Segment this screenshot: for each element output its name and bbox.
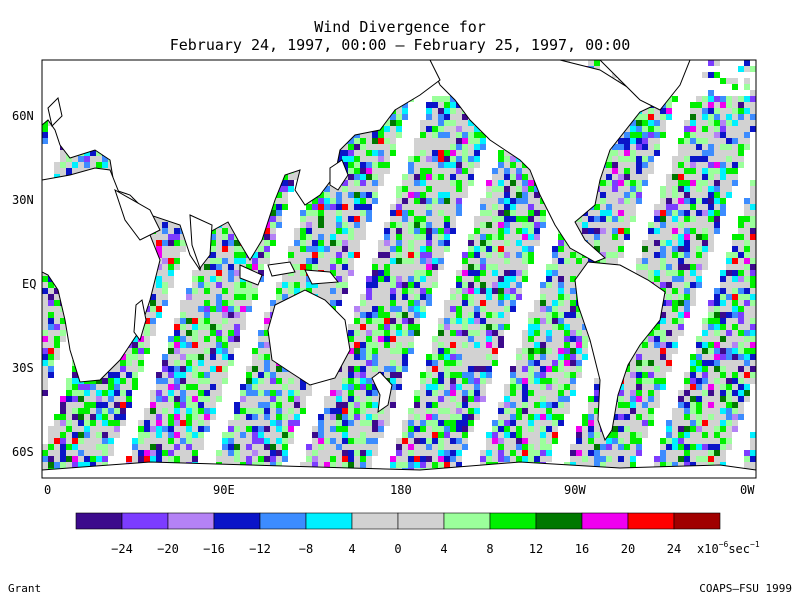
- colorbar-tick-label: 16: [575, 542, 589, 556]
- colorbar-tick-label: −24: [111, 542, 133, 556]
- map-frame: [41, 59, 757, 479]
- india: [189, 214, 213, 270]
- uk: [47, 97, 63, 127]
- europe-asia: [42, 60, 441, 272]
- lon-label-0: 0: [44, 483, 51, 497]
- colorbar-tick-label: 4: [440, 542, 447, 556]
- colorbar-swatch: [627, 512, 675, 530]
- map-title-line2: February 24, 1997, 00:00 – February 25, …: [169, 36, 631, 54]
- colorbar-tick-label: 8: [486, 542, 493, 556]
- lat-label-eq: EQ: [22, 277, 36, 291]
- new-guinea: [304, 269, 339, 285]
- colorbar-tick-label: −20: [157, 542, 179, 556]
- colorbar-tick-label: 20: [621, 542, 635, 556]
- colorbar-tick-label: −12: [249, 542, 271, 556]
- colorbar-tick-labels: −24 −20 −16 −12 −8 4 0 4 8 12 16 20 24: [111, 542, 681, 556]
- colorbar-swatch: [167, 512, 215, 530]
- colorbar-swatch: [351, 512, 399, 530]
- lat-label-30n: 30N: [12, 193, 34, 207]
- south-america: [574, 261, 666, 442]
- colorbar-swatch: [259, 512, 307, 530]
- land-masses: [42, 60, 756, 478]
- map-title-line1: Wind Divergence for: [314, 18, 486, 36]
- lon-label-180: 180: [390, 483, 412, 497]
- japan: [329, 159, 349, 191]
- colorbar-tick-label: 0: [394, 542, 401, 556]
- colorbar-swatch: [305, 512, 353, 530]
- madagascar: [133, 299, 147, 342]
- colorbar: [75, 512, 721, 530]
- colorbar-swatch: [213, 512, 261, 530]
- colorbar-swatch: [581, 512, 629, 530]
- lon-label-90w: 90W: [564, 483, 586, 497]
- colorbar-swatch: [489, 512, 537, 530]
- greenland: [599, 60, 691, 111]
- lon-label-0w: 0W: [740, 483, 755, 497]
- colorbar-tick-label: 24: [667, 542, 681, 556]
- new-zealand: [371, 371, 393, 414]
- colorbar-swatch: [443, 512, 491, 530]
- colorbar-units: x10−6sec−1: [697, 540, 760, 556]
- lat-label-60n: 60N: [12, 109, 34, 123]
- colorbar-tick-label: 12: [529, 542, 543, 556]
- lon-label-90e: 90E: [213, 483, 235, 497]
- indonesia-2: [267, 261, 296, 277]
- colorbar-swatch: [397, 512, 445, 530]
- lat-label-60s: 60S: [12, 445, 34, 459]
- antarctica: [42, 461, 756, 478]
- colorbar-swatch: [673, 512, 721, 530]
- arabia: [114, 188, 161, 241]
- australia: [267, 289, 351, 386]
- colorbar-swatch: [75, 512, 123, 530]
- credit-institution: COAPS–FSU 1999: [699, 582, 792, 595]
- colorbar-tick-label: −16: [203, 542, 225, 556]
- colorbar-swatch: [535, 512, 583, 530]
- credit-author: Grant: [8, 582, 42, 595]
- lat-label-30s: 30S: [12, 361, 34, 375]
- colorbar-tick-label: 4: [348, 542, 355, 556]
- colorbar-swatch: [121, 512, 169, 530]
- indonesia-1: [239, 264, 263, 286]
- colorbar-tick-label: −8: [299, 542, 313, 556]
